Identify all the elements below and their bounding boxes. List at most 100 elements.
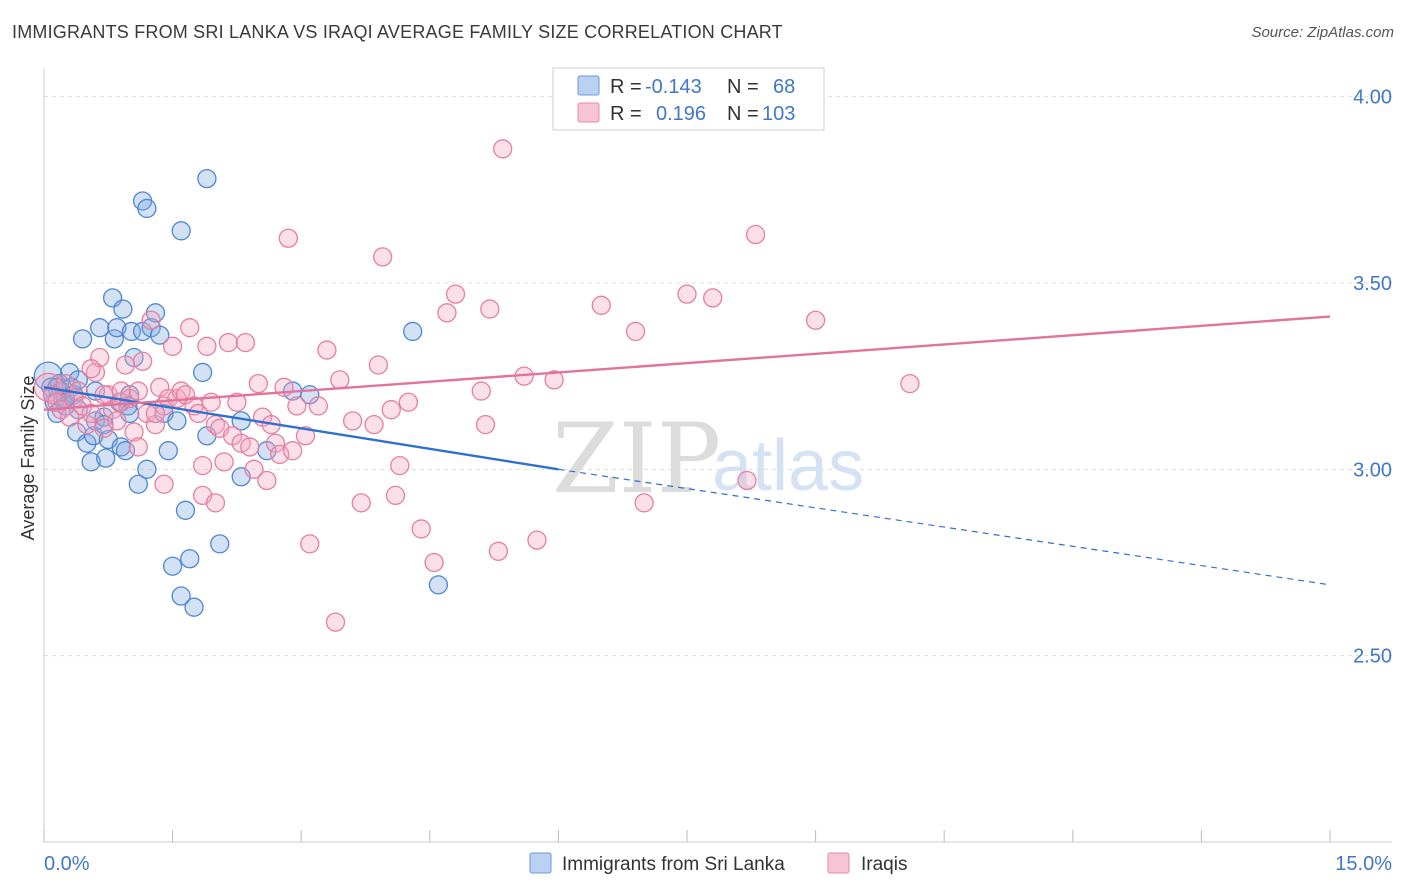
legend-n-value-sri-lanka: 68 bbox=[773, 76, 795, 98]
point-iraqis-36 bbox=[192, 455, 213, 476]
legend-r-value-sri-lanka: -0.143 bbox=[645, 76, 702, 98]
legend-r-label-iraqis: R = bbox=[610, 103, 642, 125]
x-tick-label-0: 0.0% bbox=[44, 853, 90, 875]
point-iraqis-10 bbox=[81, 403, 101, 424]
point-sri-lanka-54 bbox=[210, 534, 230, 554]
legend-swatch-sri-lanka bbox=[577, 75, 600, 96]
point-sri-lanka-51 bbox=[197, 168, 217, 189]
point-iraqis-98 bbox=[205, 493, 226, 513]
point-iraqis-84 bbox=[527, 530, 547, 550]
point-iraqis-102 bbox=[154, 474, 174, 494]
point-iraqis-73 bbox=[398, 392, 419, 412]
x-tick-label-1: 15.0% bbox=[1335, 853, 1392, 875]
point-iraqis-51 bbox=[257, 470, 277, 491]
legend-n-value-iraqis: 103 bbox=[762, 103, 795, 125]
grid-lines bbox=[44, 96, 1392, 657]
point-iraqis-42 bbox=[218, 332, 238, 353]
point-sri-lanka-61 bbox=[428, 575, 449, 595]
y-tick-label-0: 2.50 bbox=[1353, 646, 1392, 668]
point-sri-lanka-36 bbox=[137, 459, 157, 479]
point-iraqis-56 bbox=[278, 228, 298, 248]
point-iraqis-72 bbox=[390, 455, 410, 476]
point-iraqis-78 bbox=[471, 381, 491, 401]
trend-line-iraqis bbox=[43, 315, 1331, 411]
point-sri-lanka-50 bbox=[171, 221, 191, 241]
point-iraqis-16 bbox=[107, 411, 127, 431]
point-sri-lanka-49 bbox=[137, 198, 157, 219]
point-sri-lanka-32 bbox=[121, 321, 142, 342]
point-iraqis-90 bbox=[703, 288, 723, 308]
point-iraqis-82 bbox=[493, 139, 513, 159]
watermark-zip: ZIP bbox=[552, 403, 721, 515]
point-sri-lanka-44 bbox=[171, 586, 191, 606]
point-iraqis-80 bbox=[480, 299, 500, 319]
point-iraqis-79 bbox=[475, 414, 496, 435]
stats-legend: R = -0.143 N = 68 R = 0.196 N = 103 bbox=[552, 67, 825, 131]
point-iraqis-66 bbox=[351, 493, 371, 513]
point-iraqis-57 bbox=[282, 441, 303, 461]
legend-n-label-iraqis: N = bbox=[727, 103, 759, 125]
trend-line-sri-lanka bbox=[43, 386, 559, 471]
point-iraqis-75 bbox=[424, 552, 444, 573]
legend-swatch-iraqis bbox=[577, 102, 600, 123]
legend-r-label-sri-lanka: R = bbox=[610, 76, 642, 98]
point-iraqis-62 bbox=[317, 340, 337, 360]
point-sri-lanka-14 bbox=[72, 329, 93, 349]
point-sri-lanka-28 bbox=[113, 299, 133, 319]
point-sri-lanka-25 bbox=[107, 318, 127, 338]
point-sri-lanka-47 bbox=[184, 597, 204, 617]
point-sri-lanka-21 bbox=[96, 448, 116, 468]
point-iraqis-18 bbox=[115, 355, 136, 375]
point-iraqis-25 bbox=[145, 414, 166, 435]
trend-line-sri-lanka-extension bbox=[558, 468, 1331, 586]
point-iraqis-91 bbox=[737, 470, 757, 491]
y-tick-label-1: 3.00 bbox=[1353, 459, 1392, 481]
point-sri-lanka-34 bbox=[128, 474, 148, 494]
point-iraqis-60 bbox=[300, 534, 320, 554]
point-iraqis-70 bbox=[381, 400, 401, 420]
point-iraqis-59 bbox=[295, 426, 316, 446]
point-iraqis-21 bbox=[128, 381, 148, 401]
y-tick-labels: 2.50 3.00 3.50 4.00 bbox=[1353, 87, 1392, 668]
point-sri-lanka-52 bbox=[192, 362, 213, 383]
watermark-atlas: atlas bbox=[712, 426, 864, 506]
point-iraqis-24 bbox=[141, 310, 161, 330]
point-iraqis-61 bbox=[308, 396, 328, 416]
point-iraqis-76 bbox=[437, 303, 457, 323]
point-sri-lanka-60 bbox=[403, 321, 423, 342]
point-iraqis-33 bbox=[180, 318, 200, 338]
point-iraqis-85 bbox=[544, 370, 564, 390]
bottom-legend-label-sri-lanka: Immigrants from Sri Lanka bbox=[562, 854, 785, 875]
point-iraqis-89 bbox=[677, 284, 697, 304]
watermark: ZIP atlas bbox=[552, 403, 864, 515]
bottom-legend-swatch-sri-lanka bbox=[529, 852, 552, 874]
legend-n-label-sri-lanka: N = bbox=[727, 76, 759, 98]
axes bbox=[43, 68, 1392, 843]
point-sri-lanka-43 bbox=[167, 411, 187, 431]
point-iraqis-94 bbox=[900, 373, 920, 394]
point-iraqis-46 bbox=[235, 332, 256, 353]
y-tick-label-3: 4.00 bbox=[1353, 87, 1392, 109]
point-sri-lanka-42 bbox=[162, 556, 183, 576]
point-iraqis-48 bbox=[244, 459, 264, 479]
point-iraqis-92 bbox=[745, 224, 766, 245]
point-iraqis-100 bbox=[81, 359, 101, 379]
point-sri-lanka-16 bbox=[81, 452, 101, 472]
point-iraqis-88 bbox=[634, 493, 654, 513]
point-iraqis-20 bbox=[124, 422, 144, 442]
point-iraqis-64 bbox=[330, 370, 350, 390]
bottom-legend-swatch-iraqis bbox=[827, 852, 850, 874]
point-sri-lanka-45 bbox=[175, 500, 196, 520]
point-sri-lanka-24 bbox=[104, 329, 124, 349]
y-tick-label-2: 3.50 bbox=[1353, 273, 1392, 295]
point-sri-lanka-46 bbox=[180, 549, 200, 569]
point-iraqis-37 bbox=[197, 336, 217, 356]
point-iraqis-67 bbox=[364, 414, 384, 435]
x-tick-labels: 0.0% 15.0% bbox=[44, 853, 1392, 875]
bottom-legend-label-iraqis: Iraqis bbox=[861, 854, 907, 875]
y-axis-label: Average Family Size bbox=[18, 376, 38, 541]
point-iraqis-96 bbox=[111, 381, 131, 401]
bottom-legend: Immigrants from Sri Lanka Iraqis bbox=[529, 852, 907, 875]
source-credit: Source: ZipAtlas.com bbox=[1251, 24, 1394, 41]
